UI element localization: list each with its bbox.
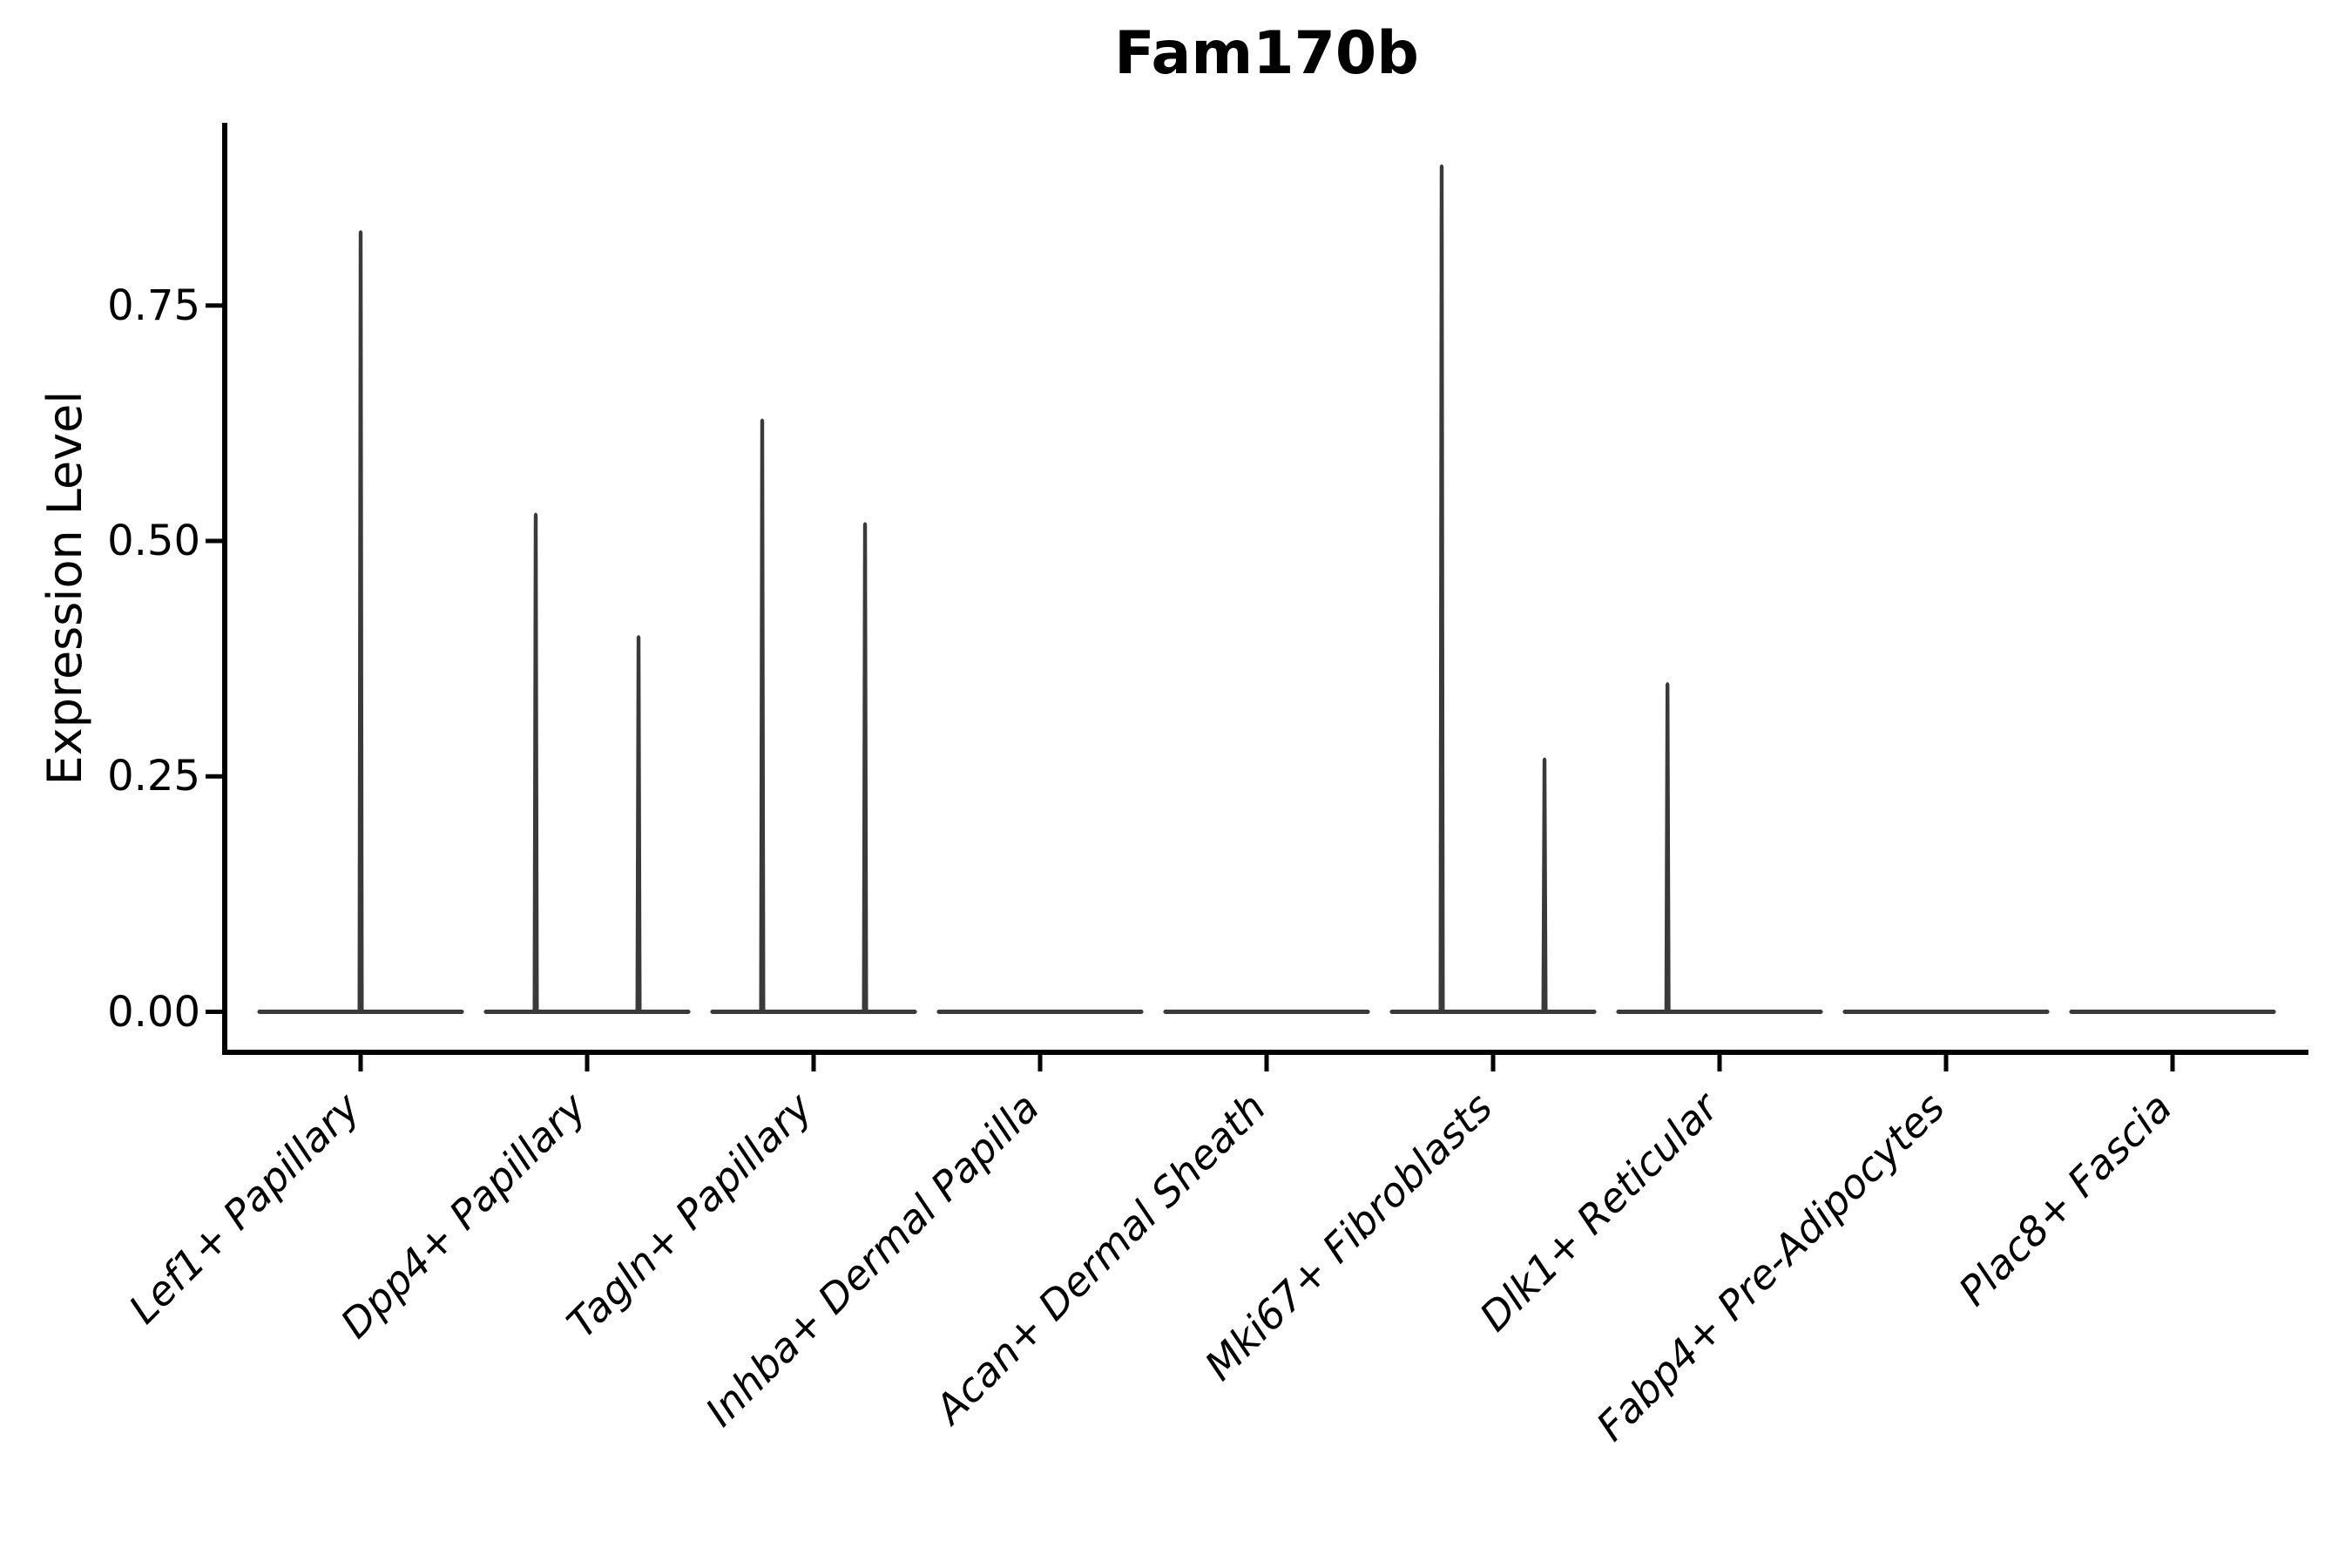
violin-spike-mki67-fibroblasts-0 [1438, 164, 1445, 1014]
y-tick-label-0.75: 0.75 [107, 280, 200, 330]
violin-spike-tagln-papillary-0 [759, 418, 766, 1014]
violin-spike-dpp4-papillary-0 [532, 512, 539, 1014]
y-tick-label-0.50: 0.50 [107, 516, 200, 565]
violin-spike-mki67-fibroblasts-1 [1541, 757, 1548, 1014]
violin-spike-lef1-papillary-0 [357, 230, 364, 1014]
violin-spike-tagln-papillary-1 [862, 522, 868, 1014]
violin-spike-dpp4-papillary-1 [635, 635, 642, 1014]
x-tick-label-lef1-papillary: Lef1+ Papillary [119, 1083, 369, 1333]
x-tick-label-plac8-fascia: Plac8+ Fascia [1949, 1083, 2181, 1315]
y-tick-label-0.25: 0.25 [107, 752, 200, 801]
axes-spines [222, 123, 2308, 1055]
violin-spike-dlk1-reticular-0 [1664, 682, 1671, 1014]
x-tick-label-dlk1-reticular: Dlk1+ Reticular [1470, 1083, 1728, 1341]
x-tick-label-tagln-papillary: Tagln+ Papillary [558, 1083, 822, 1348]
y-tick-label-0.00: 0.00 [107, 987, 200, 1037]
x-tick-label-dpp4-papillary: Dpp4+ Papillary [331, 1083, 596, 1348]
chart-title: Fam170b [1114, 19, 1419, 88]
